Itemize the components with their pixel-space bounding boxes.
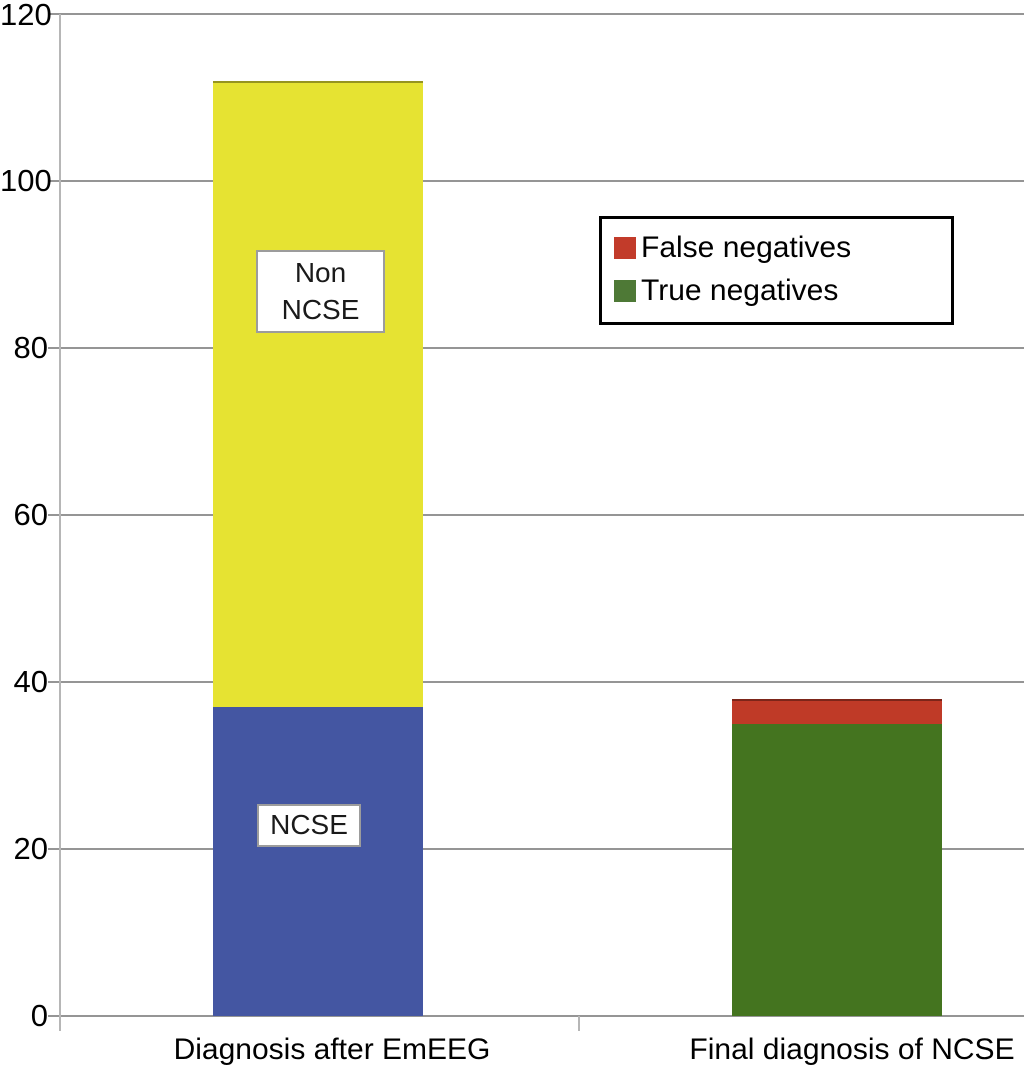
y-tick-120 [48, 13, 60, 15]
y-tick-label-80: 80 [13, 330, 48, 365]
legend-row-1: False negatives [614, 228, 939, 268]
bar-segment-non-ncse [213, 80, 423, 708]
gridline-120 [60, 13, 1024, 15]
y-tick-label-40: 40 [13, 664, 48, 699]
bar-label-non-ncse-line2: NCSE [281, 293, 360, 325]
y-tick-60 [48, 514, 60, 516]
legend-row-2: True negatives [614, 271, 939, 311]
gridline-40 [60, 681, 1024, 683]
bar-label-ncse: NCSE [257, 804, 361, 847]
gridline-60 [60, 514, 1024, 516]
legend-label: False negatives [641, 231, 852, 264]
y-tick-label-100: 100 [0, 163, 52, 198]
legend-swatch-true-negatives [614, 280, 636, 302]
bar-segment-true-negatives [732, 723, 942, 1016]
y-tick-label-120: 120 [0, 0, 52, 32]
x-category-label-2: Final diagnosis of NCSE [689, 1033, 1015, 1066]
gridline-0 [60, 1015, 1024, 1017]
y-tick-20 [48, 848, 60, 850]
y-tick-80 [48, 347, 60, 349]
bar-label-non-ncse-line1: Non [294, 257, 347, 289]
y-tick-label-20: 20 [13, 831, 48, 866]
y-tick-0 [48, 1015, 60, 1017]
legend: False negatives True negatives [599, 216, 954, 325]
gridline-20 [60, 848, 1024, 850]
x-category-label-1: Diagnosis after EmEEG [173, 1033, 491, 1066]
bar-segment-false-negatives [732, 698, 942, 724]
y-tick-label-60: 60 [13, 497, 48, 532]
bar-segment-ncse [213, 707, 423, 1016]
legend-swatch-false-negatives [614, 237, 636, 259]
legend-label: True negatives [641, 274, 839, 307]
y-tick-100 [48, 180, 60, 182]
bar-label-non-ncse: Non NCSE [256, 250, 385, 333]
y-tick-label-0: 0 [30, 998, 48, 1033]
gridline-100 [60, 180, 1024, 182]
bar-label-ncse-text: NCSE [270, 809, 348, 841]
y-axis-line [59, 14, 61, 1031]
gridline-80 [60, 347, 1024, 349]
x-tick-2 [578, 1016, 580, 1031]
y-tick-40 [48, 681, 60, 683]
